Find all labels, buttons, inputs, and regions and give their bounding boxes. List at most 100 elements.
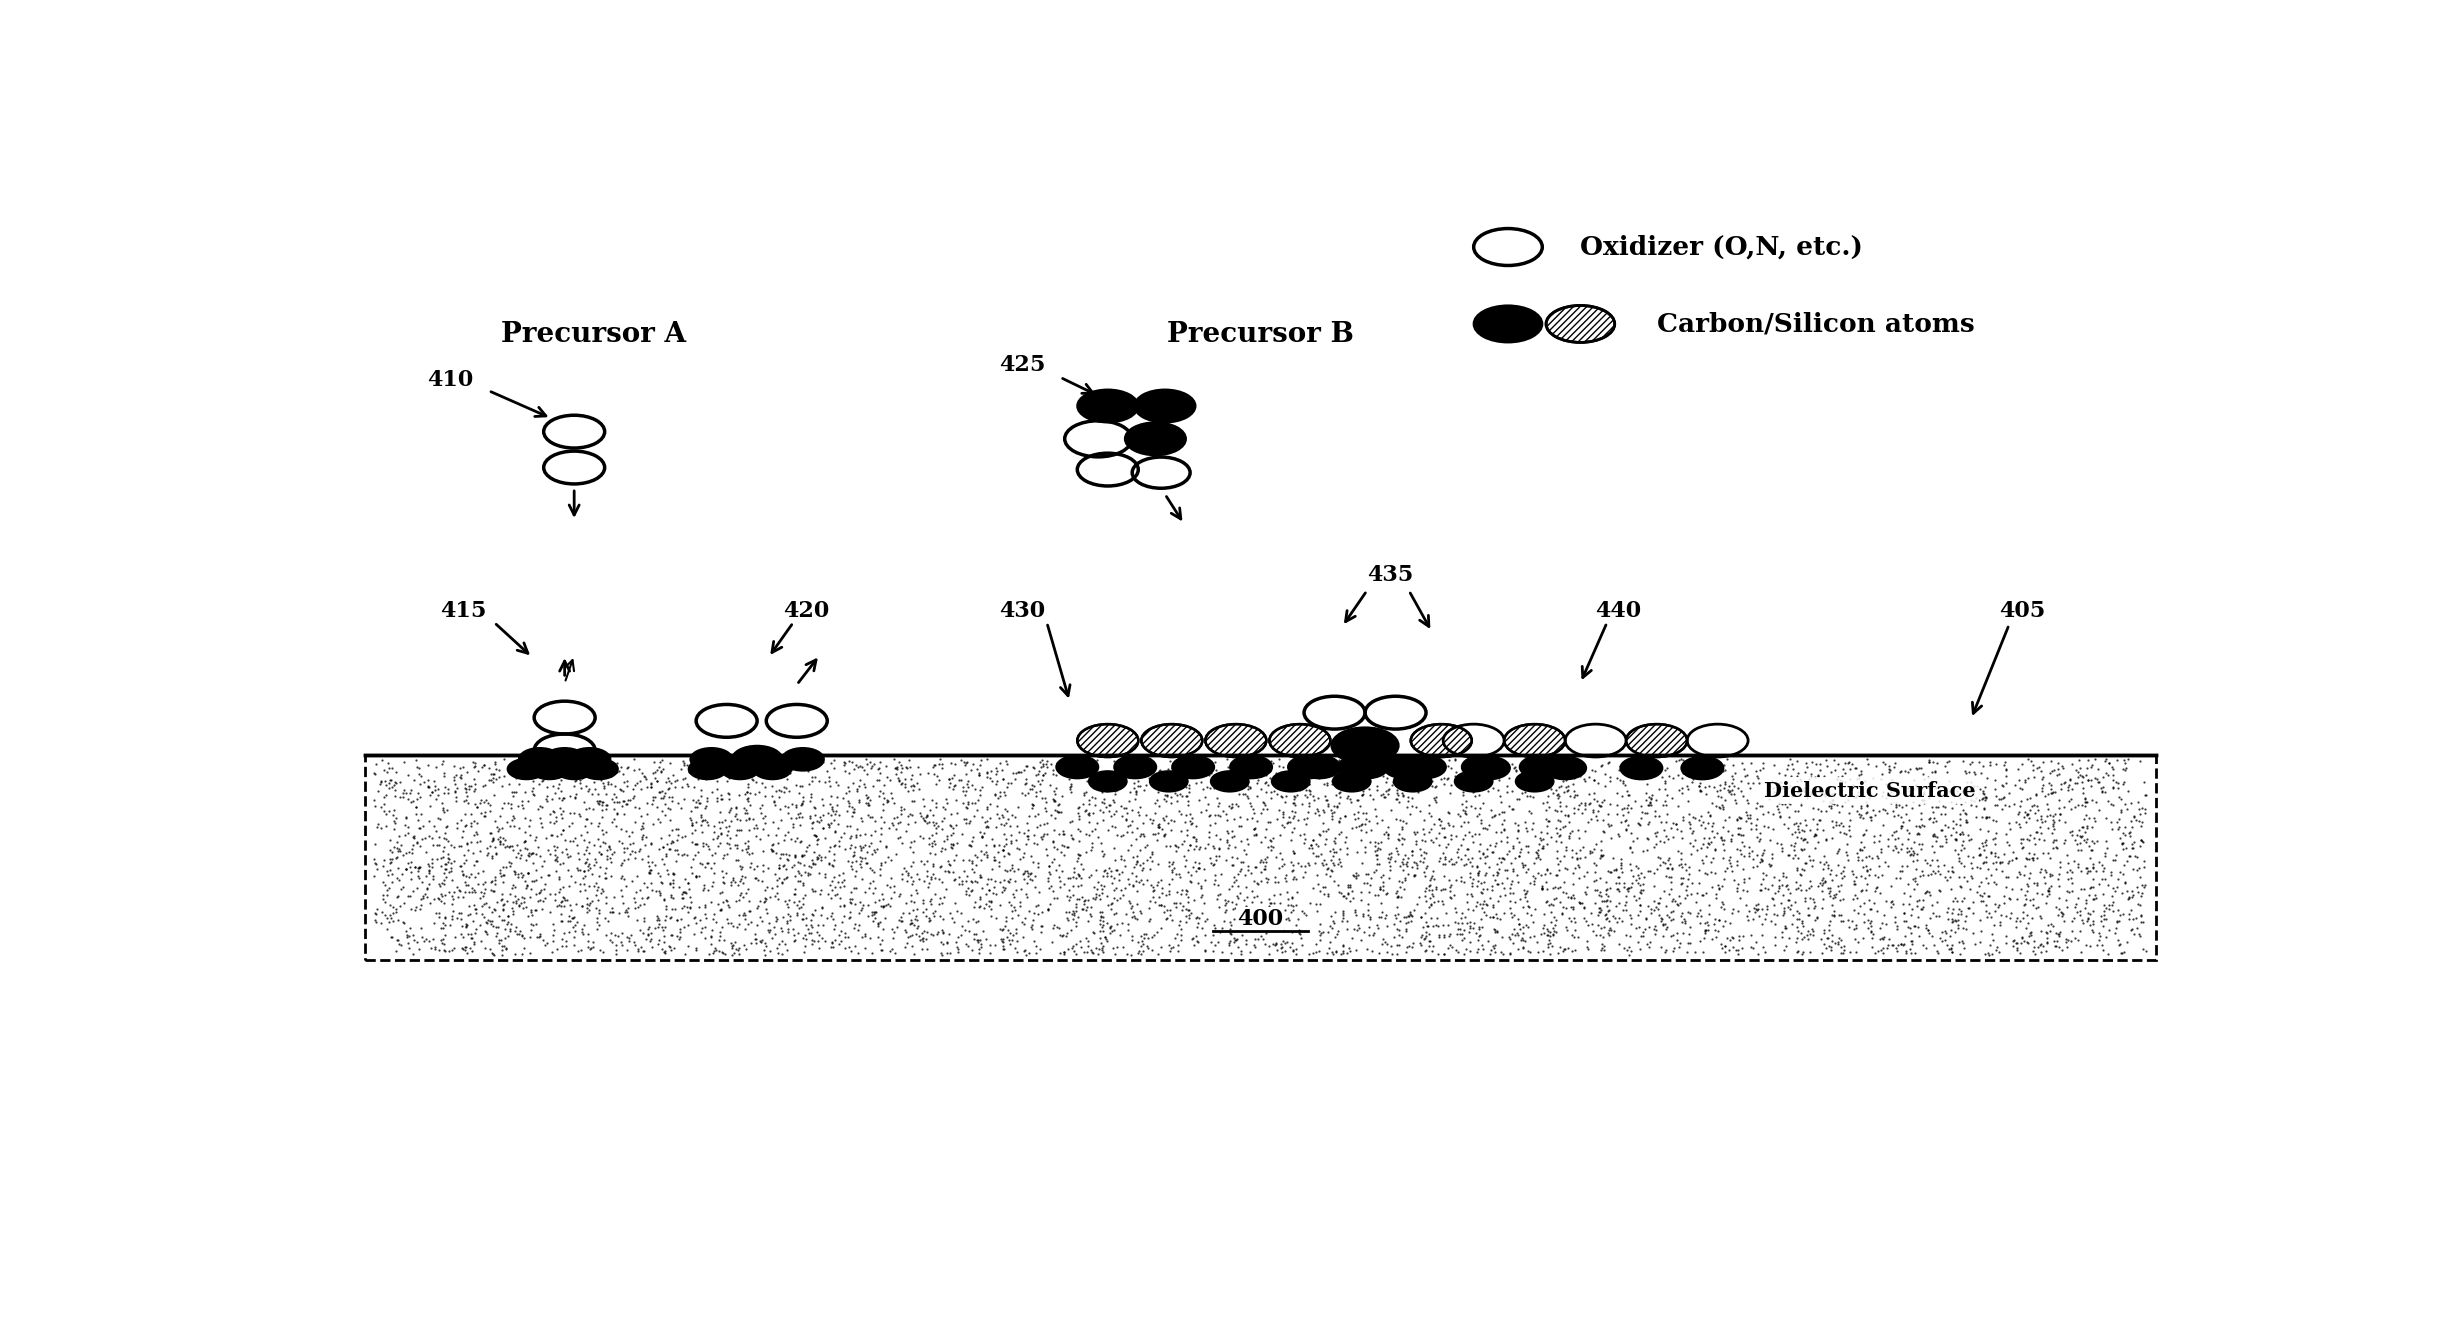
Point: [1901, 809, 1940, 830]
Point: [465, 878, 504, 899]
Point: [1057, 900, 1097, 922]
Point: [1244, 855, 1284, 876]
Point: [1323, 769, 1362, 790]
Point: [1119, 871, 1158, 892]
Point: [443, 835, 482, 856]
Point: [1485, 819, 1525, 840]
Point: [1679, 749, 1719, 770]
Point: [379, 787, 418, 809]
Point: [1180, 875, 1220, 896]
Point: [698, 894, 738, 915]
Point: [782, 790, 821, 811]
Point: [809, 817, 848, 838]
Point: [568, 822, 607, 843]
Point: [1608, 801, 1648, 822]
Point: [1886, 761, 1925, 782]
Point: [1662, 843, 1702, 864]
Point: [1013, 794, 1052, 815]
Point: [846, 785, 885, 806]
Point: [1490, 878, 1529, 899]
Text: 405: 405: [1999, 601, 2046, 622]
Point: [674, 848, 713, 870]
Point: [949, 920, 989, 942]
Point: [848, 793, 888, 814]
Point: [1075, 794, 1114, 815]
Point: [1286, 779, 1325, 801]
Point: [1468, 750, 1507, 771]
Point: [423, 940, 462, 962]
Point: [1517, 842, 1557, 863]
Point: [561, 754, 600, 775]
Point: [1011, 846, 1050, 867]
Point: [1087, 797, 1126, 818]
Point: [1908, 751, 1948, 773]
Point: [1525, 922, 1564, 943]
Point: [1461, 892, 1500, 914]
Point: [1992, 819, 2031, 840]
Point: [1810, 797, 1849, 818]
Point: [602, 931, 642, 952]
Point: [708, 834, 748, 855]
Point: [1852, 847, 1891, 868]
Point: [1072, 836, 1111, 858]
Point: [927, 789, 966, 810]
Point: [1557, 755, 1596, 777]
Point: [1498, 814, 1537, 835]
Point: [917, 793, 957, 814]
Point: [1945, 759, 1984, 781]
Point: [991, 832, 1030, 854]
Point: [1289, 854, 1328, 875]
Point: [1020, 939, 1060, 960]
Point: [1576, 879, 1616, 900]
Point: [1082, 875, 1121, 896]
Point: [1756, 782, 1795, 803]
Point: [1635, 801, 1675, 822]
Point: [1170, 835, 1210, 856]
Point: [863, 883, 902, 904]
Point: [583, 940, 622, 962]
Point: [748, 902, 787, 923]
Point: [1045, 844, 1084, 866]
Point: [2019, 874, 2058, 895]
Point: [1515, 778, 1554, 799]
Point: [1633, 749, 1672, 770]
Point: [1089, 819, 1129, 840]
Point: [580, 899, 620, 920]
Point: [686, 856, 725, 878]
Point: [1443, 811, 1483, 832]
Point: [1146, 823, 1185, 844]
Point: [2051, 867, 2090, 888]
Point: [1166, 883, 1205, 904]
Point: [1645, 771, 1684, 793]
Point: [1441, 805, 1480, 826]
Point: [1392, 856, 1431, 878]
Point: [1030, 863, 1070, 884]
Point: [1084, 789, 1124, 810]
Point: [1620, 807, 1660, 829]
Point: [782, 753, 821, 774]
Point: [1962, 806, 2002, 827]
Point: [1141, 936, 1180, 958]
Point: [716, 939, 755, 960]
Circle shape: [1230, 755, 1271, 778]
Point: [829, 777, 868, 798]
Point: [1382, 819, 1421, 840]
Point: [829, 762, 868, 783]
Point: [1527, 918, 1566, 939]
Point: [1348, 899, 1387, 920]
Point: [1534, 799, 1574, 821]
Point: [511, 919, 551, 940]
Point: [568, 781, 607, 802]
Point: [1896, 867, 1935, 888]
Point: [2090, 864, 2129, 886]
Point: [2024, 751, 2063, 773]
Point: [1102, 879, 1141, 900]
Point: [1193, 854, 1232, 875]
Point: [1475, 835, 1515, 856]
Point: [996, 871, 1035, 892]
Point: [489, 926, 529, 947]
Point: [536, 844, 575, 866]
Point: [2120, 798, 2159, 819]
Point: [1443, 799, 1483, 821]
Point: [898, 899, 937, 920]
